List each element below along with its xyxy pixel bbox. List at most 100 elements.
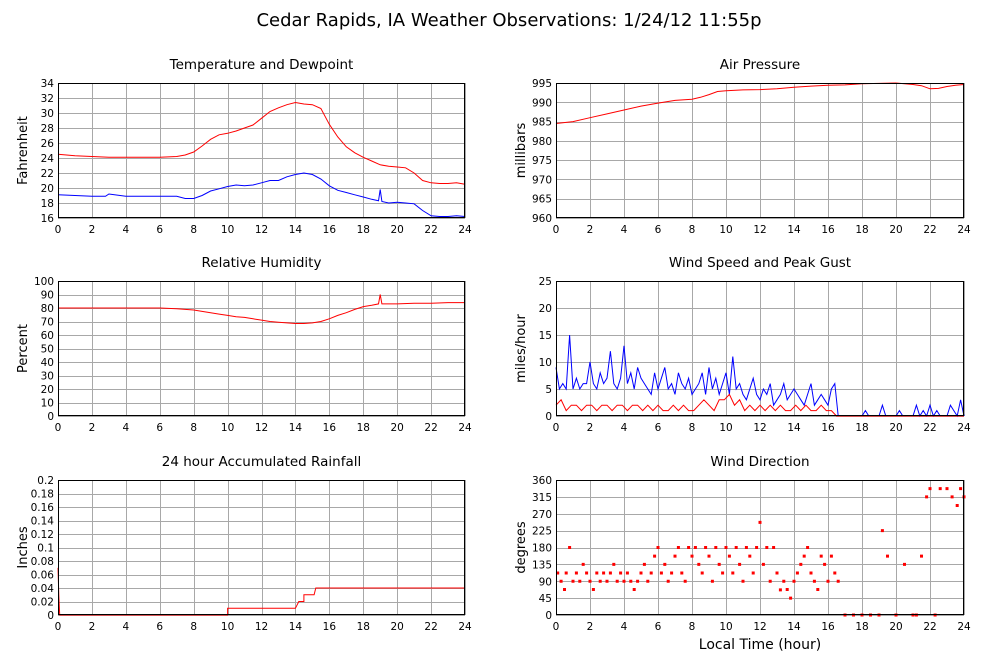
air-pressure-title: Air Pressure [720, 57, 800, 73]
accumulated-rainfall-ytick-label: 0.12 [31, 529, 54, 541]
accumulated-rainfall-xtick-label: 14 [289, 621, 303, 633]
accumulated-rainfall-ytick-label: 0.1 [37, 543, 54, 555]
accumulated-rainfall-xtick-label: 16 [323, 621, 337, 633]
wind-direction-point [959, 487, 963, 491]
accumulated-rainfall-ytick-label: 0.02 [31, 597, 54, 609]
temperature-dewpoint-panel: 0 2 4 6 8 10 12 14 16 18 20 22 241618202224262830323… [16, 57, 472, 236]
air-pressure-frame [556, 83, 964, 218]
wind-direction-ytick-label: 180 [532, 543, 552, 555]
wind-speed-gust-xtick-label: 10 [719, 422, 732, 434]
relative-humidity-series-line-1 [58, 294, 465, 324]
wind-direction-point [795, 571, 799, 575]
relative-humidity-title: Relative Humidity [202, 255, 322, 271]
temperature-dewpoint-xtick-label: 18 [357, 224, 370, 236]
relative-humidity-xtick-label: 4 [122, 422, 129, 434]
wind-speed-gust-ytick-label: 0 [545, 411, 552, 423]
relative-humidity-xtick-label: 8 [190, 422, 197, 434]
relative-humidity-ytick-label: 50 [41, 344, 54, 356]
wind-speed-gust-xtick-label: 14 [787, 422, 801, 434]
wind-direction-point [802, 554, 806, 558]
wind-direction-xtick-label: 24 [957, 621, 971, 633]
air-pressure-panel: 0 2 4 6 8 10 12 14 16 18 20 22 249609659709759809859… [514, 57, 971, 236]
temperature-dewpoint-ytick-label: 32 [41, 93, 54, 105]
wind-direction-point [693, 546, 697, 549]
temperature-dewpoint-series-line-2 [57, 172, 466, 217]
accumulated-rainfall-xtick-label: 2 [89, 621, 96, 633]
wind-direction-point [666, 579, 670, 583]
temperature-dewpoint-ylabel: Fahrenheit [16, 116, 31, 185]
wind-direction-point [707, 554, 711, 558]
wind-direction-xtick-label: 2 [587, 621, 594, 633]
wind-speed-gust-ylabel: miles/hour [514, 313, 529, 382]
temperature-dewpoint-ytick-label: 24 [41, 153, 55, 165]
temperature-dewpoint-plot-area [58, 83, 465, 218]
wind-direction-point [670, 571, 674, 575]
relative-humidity-xtick-label: 22 [424, 422, 437, 434]
temperature-dewpoint-ytick-label: 20 [41, 183, 54, 195]
wind-direction-ylabel: degrees [514, 521, 529, 574]
relative-humidity-ytick-label: 40 [41, 357, 54, 369]
wind-direction-point [738, 562, 742, 566]
air-pressure-xtick-label: 16 [821, 224, 835, 236]
air-pressure-xtick-label: 24 [957, 224, 971, 236]
relative-humidity-ytick-label: 80 [41, 303, 54, 315]
wind-direction-point [574, 571, 578, 575]
wind-direction-ytick-label: 360 [532, 475, 552, 487]
temperature-dewpoint-xtick-label: 24 [458, 224, 472, 236]
temperature-dewpoint-xtick-label: 20 [390, 224, 403, 236]
wind-direction-title: Wind Direction [710, 454, 809, 470]
wind-direction-xtick-label: 8 [689, 621, 696, 633]
temperature-dewpoint-title: Temperature and Dewpoint [169, 57, 354, 73]
air-pressure-ytick-label: 980 [532, 136, 552, 148]
air-pressure-ytick-label: 990 [532, 97, 552, 109]
wind-direction-point [826, 579, 830, 583]
wind-speed-gust-xtick-label: 22 [923, 422, 936, 434]
wind-speed-gust-title: Wind Speed and Peak Gust [669, 255, 851, 271]
wind-direction-point [751, 571, 755, 575]
temperature-dewpoint-xtick-label: 2 [89, 224, 96, 236]
wind-direction-point [778, 588, 782, 592]
wind-speed-gust-xtick-label: 2 [587, 422, 594, 434]
wind-direction-point [819, 554, 823, 558]
air-pressure-xtick-label: 8 [689, 224, 696, 236]
wind-direction-xtick-label: 14 [787, 621, 801, 633]
accumulated-rainfall-ytick-label: 0.14 [31, 516, 55, 528]
air-pressure-ytick-label: 965 [532, 194, 552, 206]
relative-humidity-xtick-label: 10 [221, 422, 234, 434]
wind-direction-point [563, 588, 566, 591]
air-pressure-xtick-label: 14 [787, 224, 801, 236]
accumulated-rainfall-grid [58, 480, 466, 616]
wind-direction-point [928, 487, 932, 491]
wind-direction-xtick-label: 4 [621, 621, 628, 633]
relative-humidity-ytick-label: 20 [41, 384, 54, 396]
wind-direction-point [816, 588, 820, 591]
wind-speed-gust-ytick-label: 10 [539, 357, 552, 369]
wind-direction-point [758, 520, 762, 524]
wind-direction-point [649, 571, 653, 575]
wind-direction-point [809, 571, 813, 575]
accumulated-rainfall-xtick-label: 24 [458, 621, 472, 633]
wind-direction-point [785, 588, 789, 591]
wind-direction-xtick-label: 12 [753, 621, 766, 633]
wind-direction-xtick-label: 0 [553, 621, 560, 633]
relative-humidity-ytick-label: 60 [41, 330, 54, 342]
temperature-dewpoint-xtick-label: 4 [122, 224, 129, 236]
wind-direction-point [792, 579, 796, 583]
wind-direction-point [625, 571, 629, 575]
wind-direction-point [683, 579, 687, 583]
accumulated-rainfall-title: 24 hour Accumulated Rainfall [162, 454, 361, 470]
wind-direction-xtick-label: 18 [855, 621, 868, 633]
relative-humidity-panel: 0 2 4 6 8 10 12 14 16 18 20 22 240102030405060708090… [16, 255, 472, 434]
accumulated-rainfall-xtick-label: 0 [55, 621, 62, 633]
accumulated-rainfall-plot-area [58, 480, 465, 615]
wind-direction-point [680, 571, 684, 575]
wind-direction-point [608, 571, 612, 575]
temperature-dewpoint-xtick-label: 12 [255, 224, 268, 236]
wind-direction-point [717, 562, 721, 566]
accumulated-rainfall-ytick-label: 0 [47, 610, 54, 622]
wind-direction-ytick-label: 225 [532, 526, 552, 538]
accumulated-rainfall-ytick-label: 0.04 [31, 583, 55, 595]
wind-direction-point [880, 529, 884, 533]
wind-direction-point [748, 554, 752, 558]
temperature-dewpoint-ytick-label: 34 [41, 78, 55, 90]
